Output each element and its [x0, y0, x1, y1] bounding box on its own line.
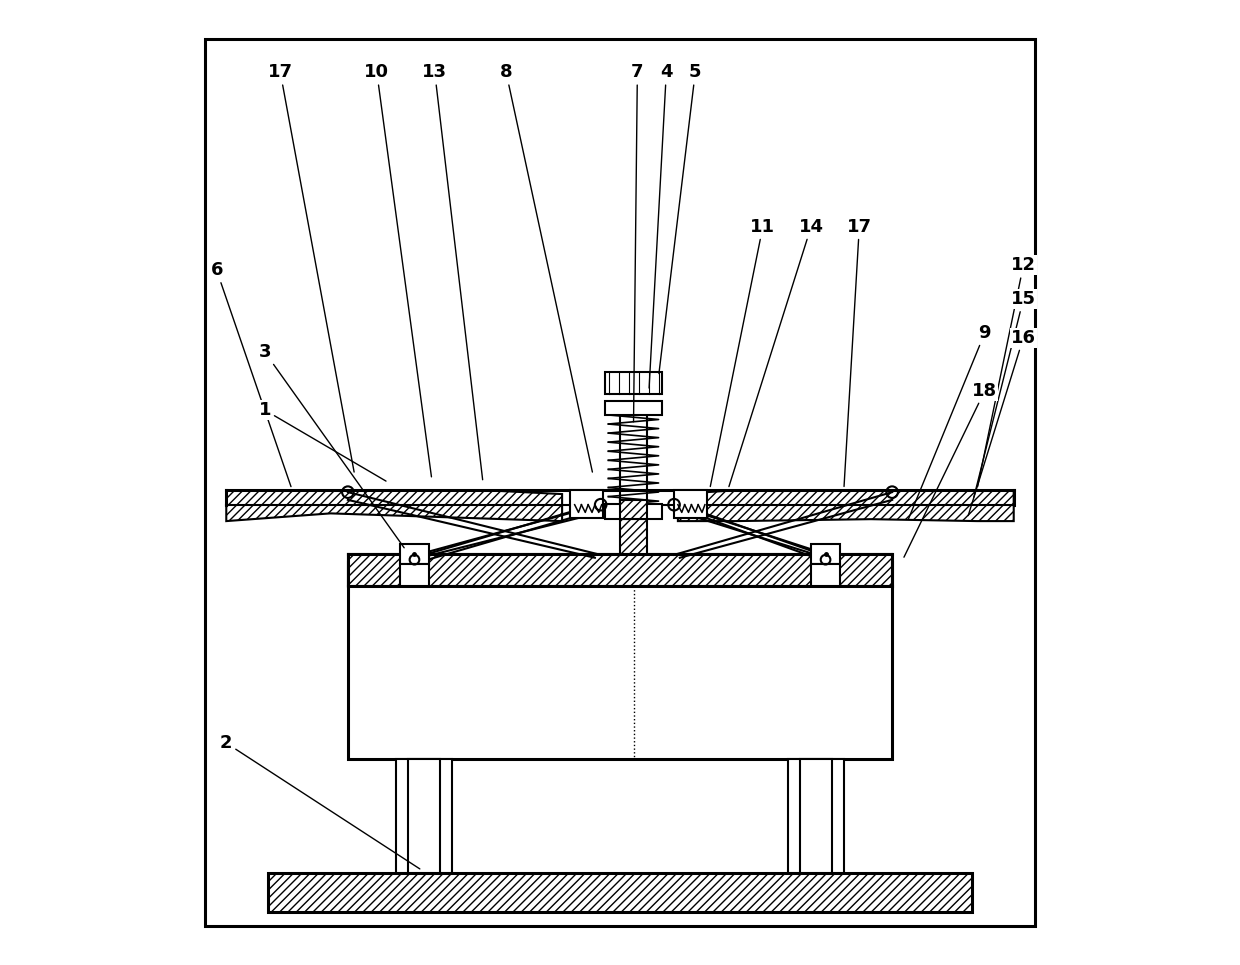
Bar: [605, 401, 662, 415]
Bar: [620, 500, 647, 519]
Bar: [348, 554, 892, 586]
Bar: [605, 504, 662, 519]
Text: 14: 14: [729, 218, 823, 486]
Bar: [620, 501, 647, 554]
Text: 2: 2: [219, 734, 420, 868]
Bar: [396, 759, 453, 873]
Bar: [268, 873, 972, 912]
Text: 18: 18: [904, 382, 997, 557]
Bar: [401, 564, 429, 586]
Text: 8: 8: [500, 64, 593, 472]
Bar: [787, 759, 844, 873]
Bar: [605, 372, 662, 394]
Text: 1: 1: [259, 401, 386, 482]
Text: 10: 10: [365, 64, 432, 477]
Polygon shape: [226, 490, 562, 521]
Bar: [348, 562, 892, 759]
Text: 4: 4: [649, 64, 672, 388]
Text: 15: 15: [973, 290, 1035, 497]
Text: 11: 11: [711, 218, 775, 486]
Text: 17: 17: [844, 218, 872, 486]
Bar: [811, 564, 839, 586]
Text: 7: 7: [631, 64, 644, 422]
Polygon shape: [678, 490, 1014, 521]
Text: 17: 17: [268, 64, 355, 472]
Text: 3: 3: [259, 344, 404, 548]
Text: 5: 5: [658, 64, 702, 373]
Text: 12: 12: [977, 257, 1035, 486]
Bar: [408, 759, 439, 873]
Bar: [401, 544, 429, 564]
Bar: [205, 39, 1035, 926]
Text: 16: 16: [968, 329, 1035, 515]
Bar: [801, 759, 832, 873]
Bar: [570, 490, 603, 518]
Text: 13: 13: [422, 64, 482, 480]
Text: 6: 6: [211, 262, 291, 486]
Text: 9: 9: [909, 324, 991, 518]
Bar: [811, 544, 839, 564]
Bar: [675, 490, 707, 518]
